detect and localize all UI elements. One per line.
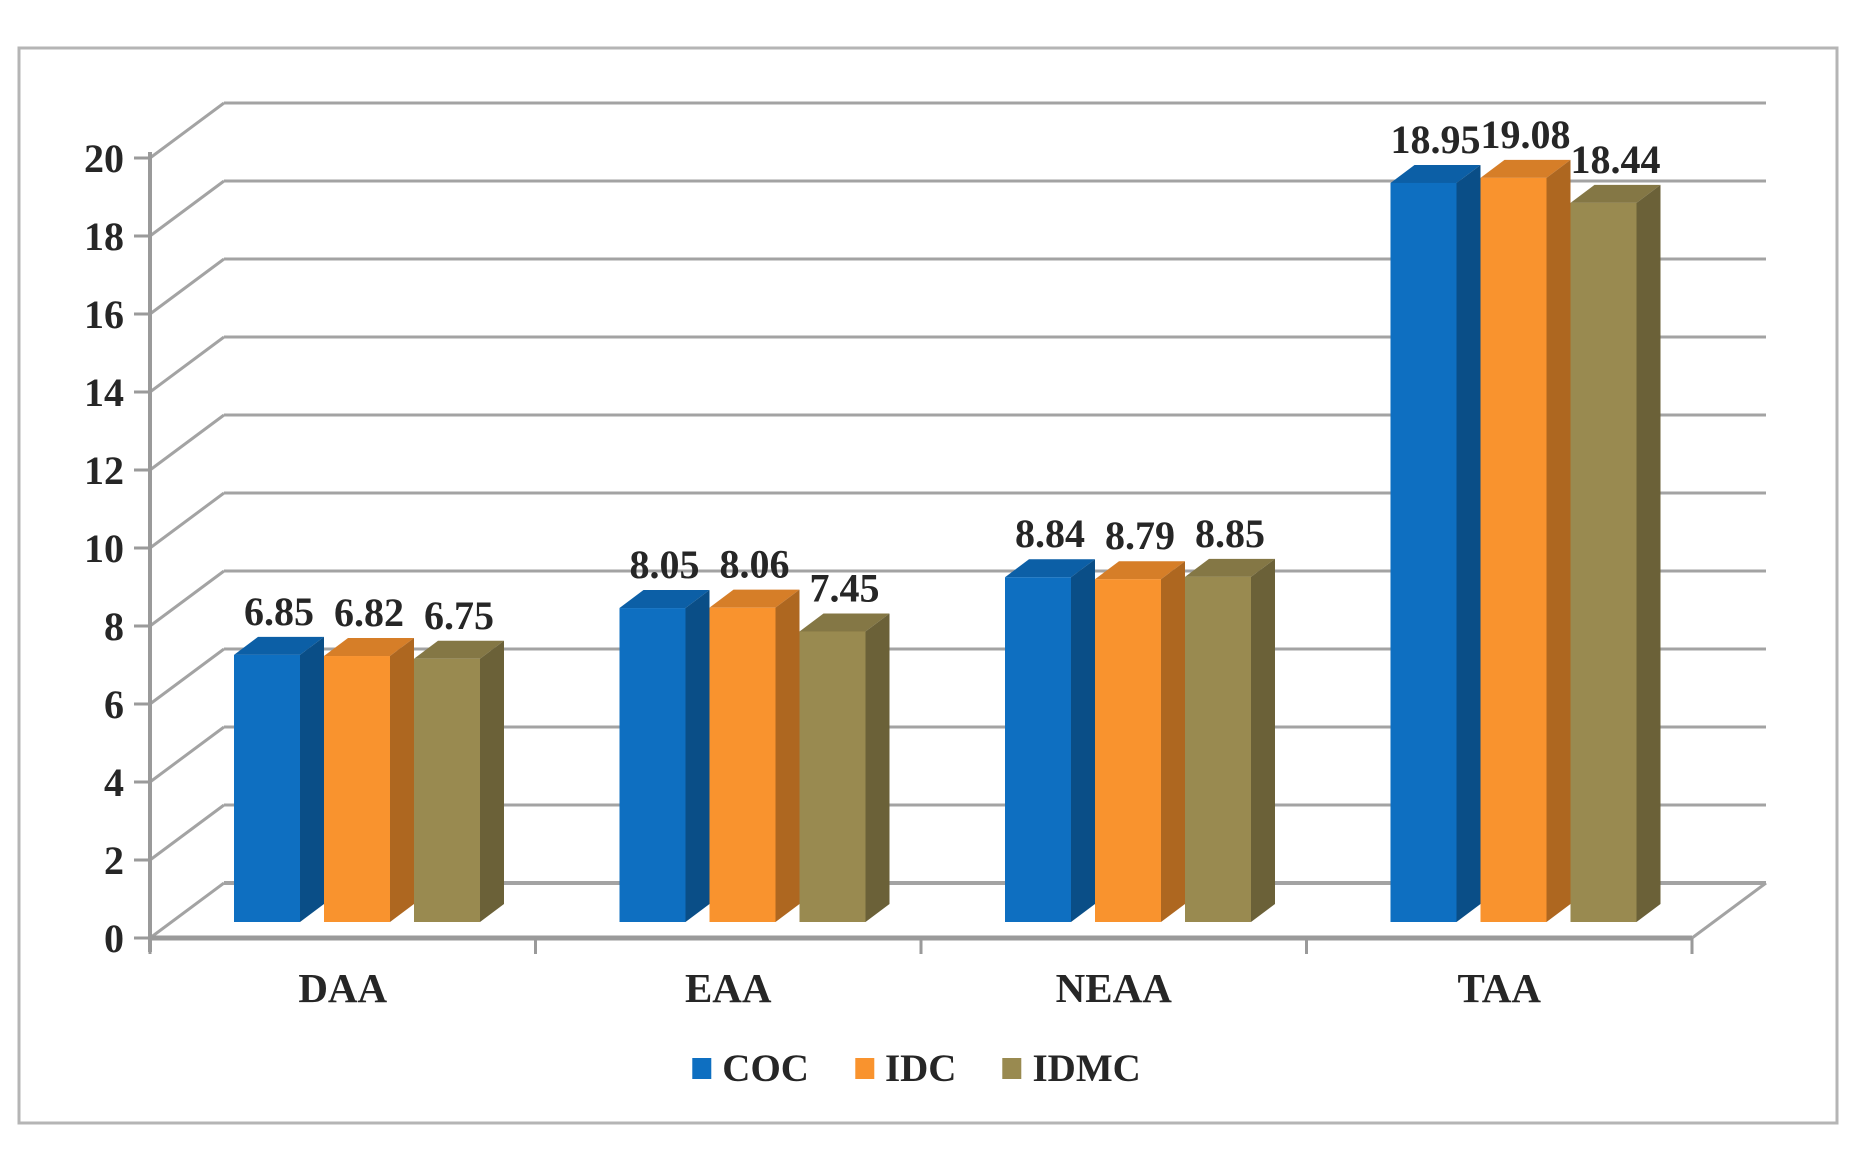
- bar-top-IDMC-DAA: [414, 640, 504, 659]
- legend-item-idc: IDC: [854, 1046, 957, 1091]
- floor-right-edge: [1691, 881, 1767, 940]
- data-label-IDMC-NEAA: 8.85: [1195, 511, 1265, 556]
- gridline-diagonal-14: [149, 335, 225, 394]
- bar-top-COC-NEAA: [1005, 559, 1095, 578]
- category-label-DAA: DAA: [298, 965, 387, 1011]
- y-tick-label-16: 16: [84, 292, 124, 337]
- bar-top-IDC-TAA: [1480, 159, 1571, 178]
- data-label-COC-TAA: 18.95: [1391, 117, 1481, 162]
- figure-frame: [17, 46, 1839, 1125]
- gridline-diagonal-12: [149, 413, 225, 472]
- bar-front-IDC-TAA: [1480, 177, 1547, 922]
- bar-front-COC-TAA: [1390, 182, 1457, 922]
- data-label-IDC-TAA: 19.08: [1481, 112, 1571, 157]
- bar-front-IDMC-TAA: [1570, 202, 1637, 923]
- y-tick-label-8: 8: [104, 604, 124, 649]
- bar-front-IDMC-NEAA: [1185, 576, 1251, 922]
- y-tick-label-4: 4: [104, 760, 124, 805]
- gridline-diagonal-18: [149, 179, 225, 238]
- bar-front-IDMC-DAA: [414, 658, 480, 922]
- bar-side-IDMC-EAA: [865, 613, 890, 922]
- gridline-diagonal-10: [149, 491, 225, 550]
- bar-top-COC-EAA: [619, 590, 710, 609]
- y-tick-label-14: 14: [84, 370, 124, 415]
- data-label-IDMC-DAA: 6.75: [424, 593, 494, 638]
- category-label-NEAA: NEAA: [1056, 965, 1173, 1011]
- bar-top-IDC-DAA: [324, 638, 414, 657]
- y-tick-label-6: 6: [104, 682, 124, 727]
- bar-side-COC-NEAA: [1071, 559, 1095, 922]
- floor-left-edge: [149, 881, 225, 940]
- bar-top-IDC-EAA: [709, 589, 800, 608]
- data-label-IDC-NEAA: 8.79: [1105, 513, 1175, 558]
- y-tick-label-18: 18: [84, 214, 124, 259]
- bar-side-COC-TAA: [1456, 164, 1481, 922]
- gridline-diagonal-6: [149, 647, 225, 706]
- legend-swatch-idmc: [1002, 1058, 1022, 1079]
- data-label-IDC-EAA: 8.06: [720, 542, 790, 587]
- gridline-diagonal-20: [149, 101, 225, 160]
- bar-side-COC-EAA: [685, 590, 710, 922]
- bar-side-IDC-DAA: [390, 638, 414, 922]
- bar-front-IDC-NEAA: [1095, 579, 1161, 922]
- bar-top-IDMC-TAA: [1570, 184, 1661, 203]
- bar-front-COC-EAA: [619, 608, 686, 922]
- bar-side-IDC-EAA: [775, 589, 800, 922]
- gridline-diagonal-16: [149, 257, 225, 316]
- data-label-COC-EAA: 8.05: [630, 542, 700, 587]
- bar-top-IDC-NEAA: [1095, 561, 1185, 580]
- gridline-diagonal-8: [149, 569, 225, 628]
- bar-front-COC-NEAA: [1005, 577, 1071, 922]
- bar-front-IDC-EAA: [709, 607, 776, 922]
- data-label-IDMC-EAA: 7.45: [810, 565, 880, 610]
- bar-front-IDMC-EAA: [799, 631, 866, 922]
- bar-top-COC-DAA: [234, 636, 324, 655]
- bar-side-IDC-TAA: [1546, 159, 1571, 922]
- y-tick-label-10: 10: [84, 526, 124, 571]
- data-label-IDC-DAA: 6.82: [334, 590, 404, 635]
- bar-side-IDC-NEAA: [1161, 561, 1185, 922]
- chart-legend: COC IDC IDMC: [692, 1046, 1141, 1091]
- y-tick-label-20: 20: [84, 136, 124, 181]
- bar-top-IDMC-EAA: [799, 613, 890, 632]
- data-label-COC-DAA: 6.85: [244, 589, 314, 634]
- legend-label-coc: COC: [722, 1047, 809, 1090]
- data-label-IDMC-TAA: 18.44: [1571, 137, 1661, 182]
- bar-side-IDMC-DAA: [480, 640, 504, 922]
- data-label-COC-NEAA: 8.84: [1015, 511, 1085, 556]
- bar-front-IDC-DAA: [324, 656, 390, 922]
- bar-side-IDMC-NEAA: [1251, 558, 1275, 922]
- legend-label-idc: IDC: [884, 1047, 957, 1090]
- legend-item-idmc: IDMC: [1002, 1046, 1141, 1091]
- gridline-diagonal-2: [149, 803, 225, 862]
- bar-top-COC-TAA: [1390, 164, 1481, 183]
- y-tick-label-2: 2: [104, 838, 124, 883]
- legend-label-idmc: IDMC: [1032, 1047, 1141, 1090]
- bar-front-COC-DAA: [234, 654, 300, 922]
- legend-swatch-idc: [854, 1058, 874, 1079]
- category-label-TAA: TAA: [1457, 965, 1541, 1011]
- category-label-EAA: EAA: [685, 965, 772, 1011]
- gridline-diagonal-4: [149, 725, 225, 784]
- legend-item-coc: COC: [692, 1046, 809, 1091]
- bar-side-COC-DAA: [300, 636, 324, 922]
- y-tick-label-12: 12: [84, 448, 124, 493]
- bar-top-IDMC-NEAA: [1185, 558, 1275, 577]
- bar-side-IDMC-TAA: [1636, 184, 1661, 923]
- legend-swatch-coc: [692, 1058, 712, 1079]
- y-tick-label-0: 0: [104, 916, 124, 961]
